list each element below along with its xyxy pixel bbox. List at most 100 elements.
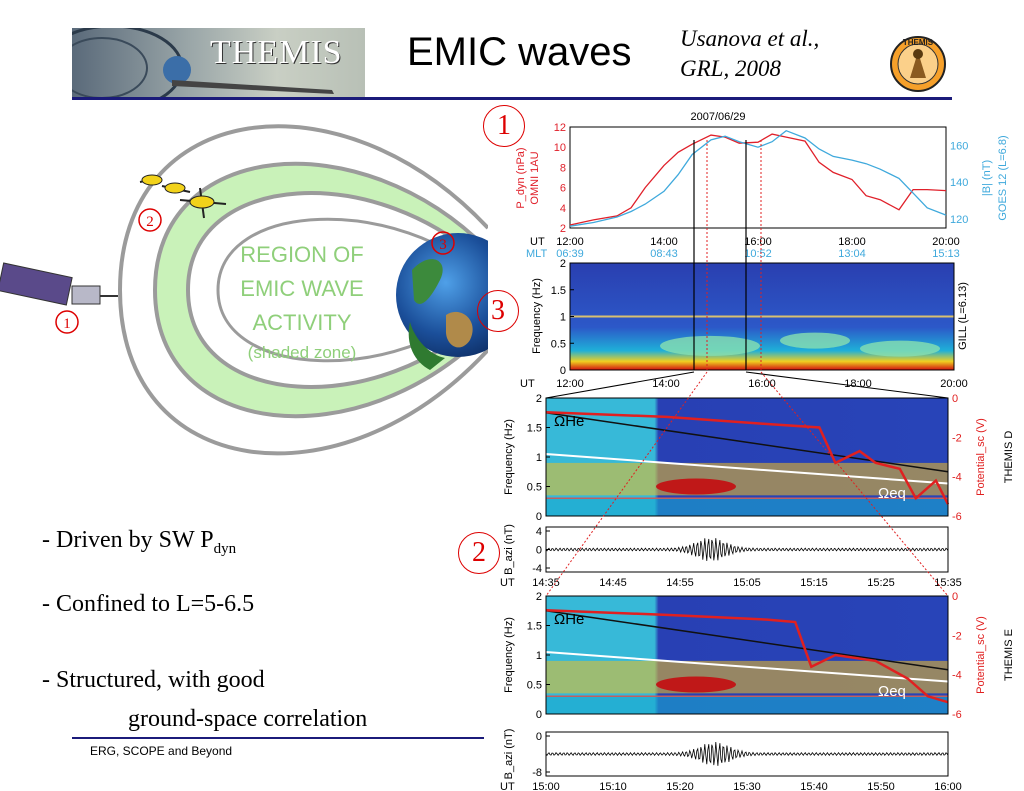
gill-y-tick-label: 1 — [560, 312, 566, 324]
themis-badge: THEMIS — [888, 34, 948, 94]
omega-eq-line — [545, 651, 949, 683]
gill-x-tick-label: 14:00 — [652, 378, 680, 390]
bullet-1-sub: dyn — [213, 540, 237, 557]
gill-y-tick-label: 1.5 — [551, 285, 566, 297]
omega-eq-label: Ωeq — [878, 683, 906, 700]
themis-badge-text: THEMIS — [902, 38, 934, 47]
g-bazi1-x-tick-label: 15:25 — [867, 577, 895, 589]
mlt-label: MLT — [526, 248, 547, 260]
bazi-trace — [545, 538, 949, 561]
marker-1: 1 — [55, 310, 79, 334]
g-the-y-tick-label: 1 — [536, 650, 542, 662]
emic-region-diagram: 1 2 3 REGION OF EMIC WAVE ACTIVITY (shad… — [0, 124, 488, 456]
svg-text:3: 3 — [439, 237, 447, 253]
ut-tick-label: 16:00 — [744, 236, 772, 248]
g-bazi2-ylabel: B_azi (nT) — [503, 729, 515, 780]
omega-he-line — [545, 412, 949, 473]
bazi-trace — [545, 741, 949, 766]
header-rule — [72, 97, 952, 100]
region-label-line-3: ACTIVITY — [252, 310, 351, 335]
bullet-1: - Driven by SW Pdyn — [42, 527, 236, 558]
mlt-tick-label: 13:04 — [838, 248, 866, 260]
ut-label: UT — [500, 577, 515, 589]
g-the-y-tick-label: 2 — [536, 591, 542, 603]
goes-axis-label: GOES 12 (L=6.8) — [997, 135, 1009, 220]
series-line-pdyn — [569, 133, 947, 226]
g-thd-right-label: Potential_sc (V) — [975, 418, 987, 496]
gill-right-label: GILL (L=6.13) — [957, 282, 969, 350]
bullet-3: - Structured, with good — [42, 667, 265, 693]
pdyn-tick-label: 10 — [554, 142, 566, 154]
themis-badge-icon — [890, 36, 946, 92]
gill-y-tick-label: 2 — [560, 258, 566, 270]
g-the-probe-label: THEMIS E — [1003, 629, 1015, 681]
g-thd-y-tick-label: 1.5 — [527, 423, 542, 435]
g-thd-right-tick-label: -4 — [952, 472, 962, 484]
g-bazi2-x-tick-label: 15:50 — [867, 781, 895, 791]
themis-probes-icon — [139, 174, 227, 219]
b-axis-label: |B| (nT) — [981, 160, 993, 196]
gill-x-tick-label: 16:00 — [748, 378, 776, 390]
chart-marker-2: 2 — [458, 532, 500, 574]
g-the-y-tick-label: 0 — [536, 709, 542, 721]
g-thd-probe-label: THEMIS D — [1003, 431, 1015, 484]
chart-marker-2-text: 2 — [472, 537, 486, 568]
g-bazi2-x-tick-label: 16:00 — [934, 781, 962, 791]
date-label: 2007/06/29 — [690, 111, 745, 123]
g-bazi2-x-tick-label: 15:00 — [532, 781, 560, 791]
g-bazi1-x-tick-label: 15:15 — [800, 577, 828, 589]
satellite-icon — [0, 262, 118, 306]
field-line — [117, 124, 488, 456]
omega-he-line — [545, 610, 949, 671]
chart-themis-d-bazi: 4 0 -4 B_azi (nT) UT 14:35 14:45 14:55 15:05 15:1… — [500, 524, 962, 589]
spectrogram-background — [546, 596, 948, 714]
omega-eq-line — [545, 453, 949, 485]
g-bazi1-y-tick-label: 0 — [536, 545, 542, 557]
ut-tick-label: 12:00 — [556, 236, 584, 248]
zoom-connector-red — [760, 371, 949, 597]
wave-packet — [656, 478, 736, 495]
g-bazi1-y-tick-label: 4 — [536, 526, 542, 538]
ut-label: UT — [530, 236, 545, 248]
g-bazi1-x-tick-label: 15:05 — [733, 577, 761, 589]
mlt-tick-label: 06:39 — [556, 248, 584, 260]
series-line-b — [569, 129, 947, 227]
g-thd-right-tick-label: -6 — [952, 511, 962, 523]
pdyn-tick-label: 2 — [560, 223, 566, 235]
gill-x-tick-label: 12:00 — [556, 378, 584, 390]
zoom-connector — [545, 371, 695, 399]
ut-tick-label: 20:00 — [932, 236, 960, 248]
b-tick-label: 120 — [950, 214, 968, 226]
footer: ERG, SCOPE and Beyond — [90, 744, 233, 758]
g-the-right-label: Potential_sc (V) — [975, 616, 987, 694]
g-thd-right-tick-label: -2 — [952, 432, 962, 444]
low-frequency-band — [546, 696, 948, 714]
g-thd-y-tick-label: 2 — [536, 393, 542, 405]
g-the-right-tick-label: -6 — [952, 709, 962, 721]
g-the-ylabel: Frequency (Hz) — [503, 617, 515, 693]
spectrogram-background — [546, 398, 948, 516]
ut-label: UT — [520, 378, 535, 390]
g-bazi2-y-tick-label: 0 — [536, 731, 542, 743]
g-bazi1-ylabel: B_azi (nT) — [503, 524, 515, 575]
g-bazi1-x-tick-label: 15:35 — [934, 577, 962, 589]
field-line — [216, 217, 488, 363]
magnetosphere-logo-icon — [72, 28, 334, 98]
marker-3: 3 — [431, 231, 455, 255]
zoom-connector — [745, 371, 949, 399]
gill-ylabel: Frequency (Hz) — [531, 278, 543, 354]
g-bazi2-y-tick-label: -8 — [532, 767, 542, 779]
potential-line — [545, 410, 950, 505]
zoom-connector-red — [545, 371, 708, 597]
g-thd-ylabel: Frequency (Hz) — [503, 419, 515, 495]
omega-he-label: ΩHe — [554, 413, 584, 430]
chart-themis-e-spectrogram: 2 1.5 1 0.5 0 0 -2 -4 -6 Frequency (Hz) Potential_… — [503, 591, 1015, 721]
bullet-3-continued: ground-space correlation — [128, 706, 368, 732]
g-bazi1-x-tick-label: 14:45 — [599, 577, 627, 589]
chart-marker-3: 3 — [477, 290, 519, 332]
bullet-1-text: - Driven by SW P — [42, 527, 214, 553]
svg-text:2: 2 — [146, 214, 154, 230]
gill-y-tick-label: 0 — [560, 365, 566, 377]
g-the-y-tick-label: 1.5 — [527, 621, 542, 633]
region-sublabel: (shaded zone) — [248, 343, 357, 362]
